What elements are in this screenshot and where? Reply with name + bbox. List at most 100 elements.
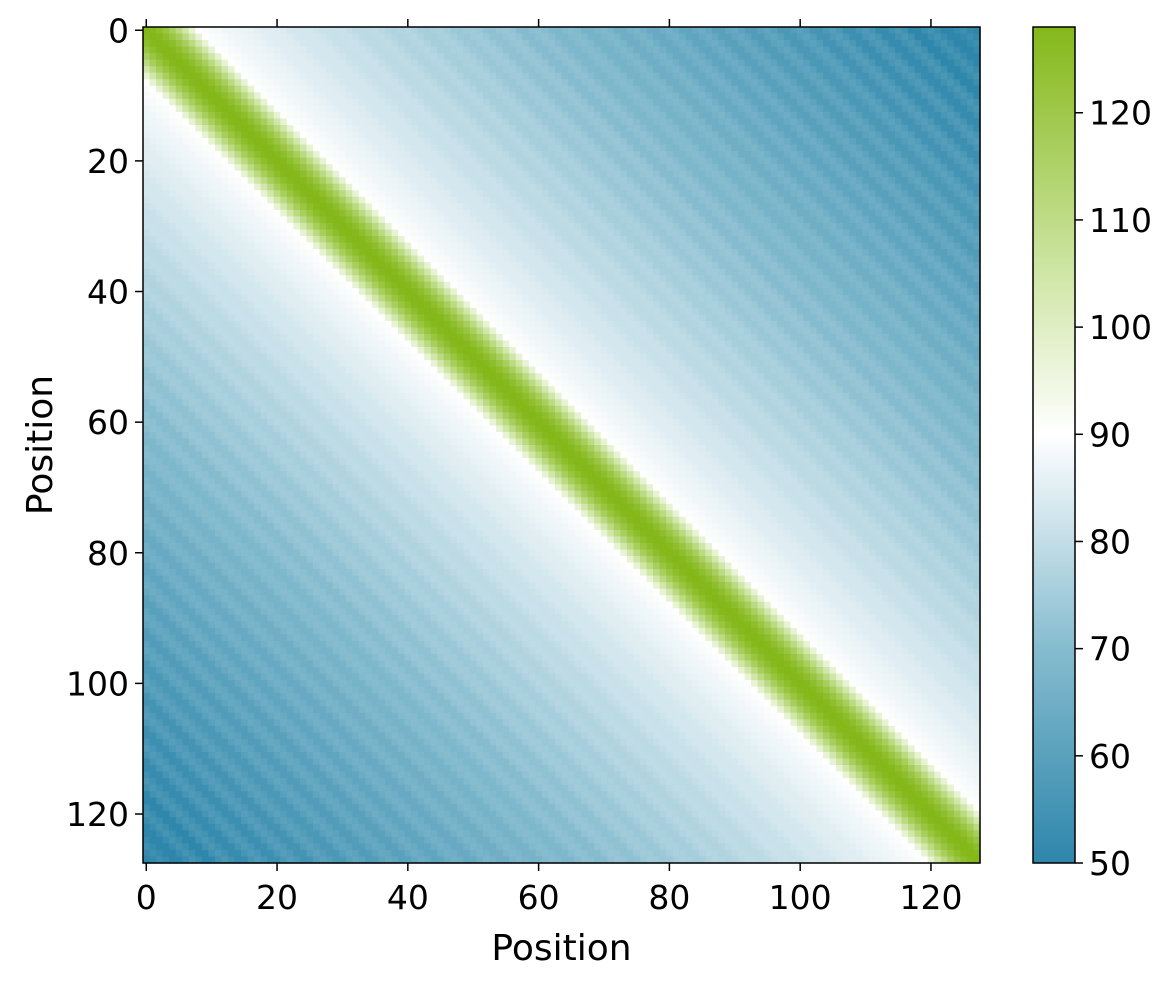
heatmap-cell bbox=[437, 132, 444, 139]
heatmap-cell bbox=[869, 190, 876, 197]
heatmap-cell bbox=[418, 73, 425, 80]
heatmap-cell bbox=[908, 158, 915, 165]
heatmap-cell bbox=[280, 210, 287, 217]
heatmap-cell bbox=[470, 60, 477, 67]
heatmap-cell bbox=[790, 249, 797, 256]
heatmap-cell bbox=[176, 40, 183, 47]
heatmap-cell bbox=[862, 145, 869, 152]
heatmap-cell bbox=[202, 171, 209, 178]
heatmap-cell bbox=[202, 27, 209, 34]
heatmap-cell bbox=[228, 79, 235, 86]
heatmap-cell bbox=[150, 151, 157, 158]
heatmap-cell bbox=[248, 86, 255, 93]
heatmap-cell bbox=[745, 53, 752, 60]
heatmap-cell bbox=[241, 197, 248, 204]
heatmap-cell bbox=[182, 190, 189, 197]
heatmap-cell bbox=[967, 47, 974, 54]
heatmap-cell bbox=[758, 190, 765, 197]
heatmap-cell bbox=[339, 236, 346, 243]
heatmap-cell bbox=[882, 40, 889, 47]
heatmap-cell bbox=[189, 184, 196, 191]
heatmap-cell bbox=[189, 47, 196, 54]
heatmap-cell bbox=[267, 158, 274, 165]
heatmap-cell bbox=[503, 184, 510, 191]
heatmap-cell bbox=[627, 171, 634, 178]
heatmap-cell bbox=[908, 262, 915, 269]
heatmap-cell bbox=[208, 145, 215, 152]
heatmap-cell bbox=[444, 164, 451, 171]
heatmap-cell bbox=[333, 145, 340, 152]
heatmap-cell bbox=[954, 197, 961, 204]
heatmap-cell bbox=[692, 177, 699, 184]
heatmap-cell bbox=[248, 105, 255, 112]
heatmap-cell bbox=[633, 190, 640, 197]
heatmap-cell bbox=[254, 86, 261, 93]
heatmap-cell bbox=[463, 216, 470, 223]
heatmap-cell bbox=[745, 105, 752, 112]
heatmap-cell bbox=[418, 66, 425, 73]
heatmap-cell bbox=[529, 125, 536, 132]
heatmap-cell bbox=[503, 40, 510, 47]
heatmap-cell bbox=[529, 112, 536, 119]
heatmap-cell bbox=[306, 99, 313, 106]
heatmap-cell bbox=[758, 229, 765, 236]
heatmap-cell bbox=[627, 177, 634, 184]
heatmap-cell bbox=[568, 223, 575, 230]
heatmap-cell bbox=[516, 158, 523, 165]
heatmap-cell bbox=[548, 229, 555, 236]
heatmap-cell bbox=[437, 262, 444, 269]
heatmap-cell bbox=[195, 158, 202, 165]
heatmap-cell bbox=[771, 60, 778, 67]
heatmap-cell bbox=[954, 86, 961, 93]
heatmap-cell bbox=[875, 177, 882, 184]
heatmap-cell bbox=[365, 171, 372, 178]
heatmap-cell bbox=[875, 79, 882, 86]
heatmap-cell bbox=[947, 73, 954, 80]
heatmap-cell bbox=[385, 210, 392, 217]
heatmap-cell bbox=[287, 184, 294, 191]
heatmap-cell bbox=[823, 125, 830, 132]
heatmap-cell bbox=[182, 125, 189, 132]
heatmap-cell bbox=[169, 92, 176, 99]
heatmap-cell bbox=[542, 47, 549, 54]
heatmap-cell bbox=[588, 216, 595, 223]
heatmap-cell bbox=[921, 151, 928, 158]
heatmap-cell bbox=[902, 243, 909, 250]
heatmap-cell bbox=[588, 197, 595, 204]
heatmap-cell bbox=[921, 262, 928, 269]
heatmap-cell bbox=[444, 158, 451, 165]
heatmap-cell bbox=[490, 145, 497, 152]
heatmap-cell bbox=[267, 203, 274, 210]
heatmap-cell bbox=[601, 105, 608, 112]
heatmap-cell bbox=[797, 216, 804, 223]
heatmap-cell bbox=[150, 145, 157, 152]
heatmap-cell bbox=[895, 34, 902, 41]
heatmap-cell bbox=[751, 269, 758, 276]
heatmap-cell bbox=[378, 236, 385, 243]
heatmap-cell bbox=[476, 262, 483, 269]
heatmap-cell bbox=[738, 184, 745, 191]
heatmap-cell bbox=[437, 86, 444, 93]
heatmap-cell bbox=[476, 151, 483, 158]
heatmap-cell bbox=[437, 151, 444, 158]
heatmap-cell bbox=[967, 145, 974, 152]
heatmap-cell bbox=[960, 249, 967, 256]
heatmap-cell bbox=[921, 66, 928, 73]
heatmap-cell bbox=[241, 158, 248, 165]
heatmap-cell bbox=[385, 262, 392, 269]
heatmap-cell bbox=[522, 118, 529, 125]
heatmap-cell bbox=[267, 197, 274, 204]
heatmap-cell bbox=[221, 40, 228, 47]
heatmap-cell bbox=[594, 171, 601, 178]
heatmap-cell bbox=[849, 197, 856, 204]
heatmap-cell bbox=[562, 171, 569, 178]
heatmap-cell bbox=[215, 236, 222, 243]
heatmap-cell bbox=[365, 197, 372, 204]
heatmap-cell bbox=[954, 60, 961, 67]
heatmap-cell bbox=[712, 236, 719, 243]
heatmap-cell bbox=[176, 125, 183, 132]
heatmap-cell bbox=[810, 27, 817, 34]
heatmap-cell bbox=[699, 197, 706, 204]
heatmap-cell bbox=[568, 79, 575, 86]
heatmap-cell bbox=[941, 112, 948, 119]
